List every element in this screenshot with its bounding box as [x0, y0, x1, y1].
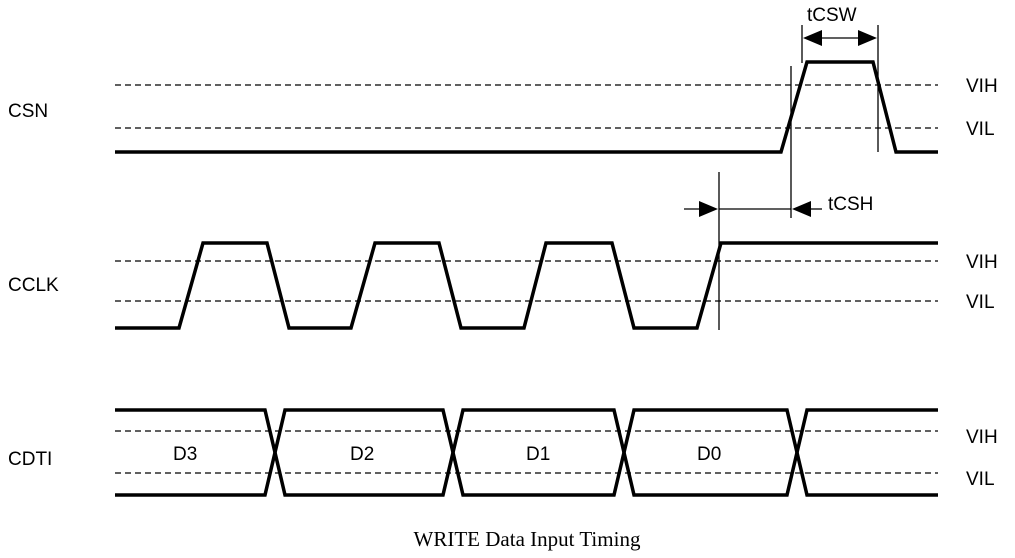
csn-signal: CSN VIH VIL: [8, 60, 998, 154]
cclk-signal: CCLK VIH VIL: [8, 241, 998, 330]
cclk-vil-label: VIL: [966, 292, 995, 313]
data-bit-d0: D0: [697, 444, 721, 465]
cclk-waveform: [115, 241, 938, 330]
cdti-lower-rail: [115, 408, 938, 497]
cclk-label: CCLK: [8, 275, 59, 296]
tcsh-label: tCSH: [828, 194, 873, 215]
data-bit-d1: D1: [526, 444, 550, 465]
tcsh-left-arrowhead: [699, 201, 718, 217]
csn-vil-label: VIL: [966, 119, 995, 140]
tcsw-right-arrowhead: [858, 30, 877, 46]
csn-label: CSN: [8, 101, 48, 122]
tcsw-label: tCSW: [807, 5, 857, 26]
tcsw-annotation: tCSW: [801, 5, 879, 152]
cdti-vih-label: VIH: [966, 427, 998, 448]
data-bit-d2: D2: [350, 444, 374, 465]
data-bit-d3: D3: [173, 444, 197, 465]
tcsh-annotation: tCSH: [684, 66, 873, 330]
csn-vih-label: VIH: [966, 76, 998, 97]
cdti-vil-label: VIL: [966, 469, 995, 490]
tcsh-right-arrowhead: [792, 201, 811, 217]
cdti-label: CDTI: [8, 449, 52, 470]
tcsw-left-arrowhead: [803, 30, 822, 46]
csn-waveform: [115, 60, 938, 154]
diagram-caption: WRITE Data Input Timing: [414, 527, 641, 551]
cdti-signal: CDTI VIH VIL D3 D2 D1 D0: [8, 408, 998, 497]
cclk-vih-label: VIH: [966, 252, 998, 273]
